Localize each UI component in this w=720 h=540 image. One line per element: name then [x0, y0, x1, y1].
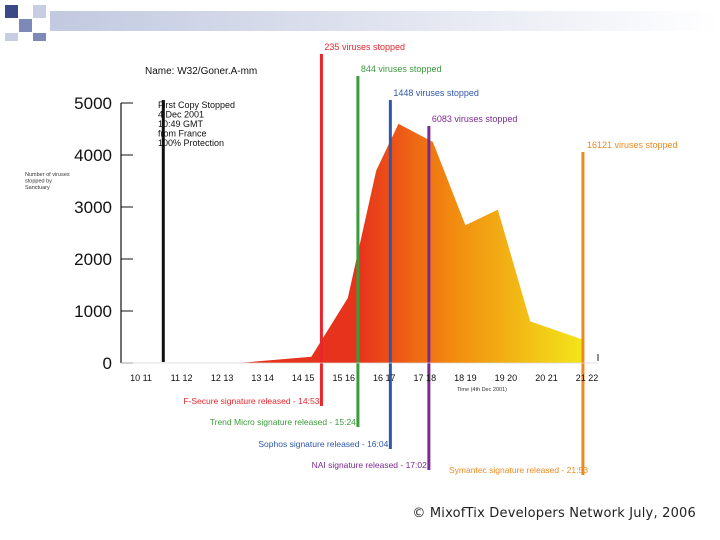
x-tick-label: 21 22	[576, 373, 599, 383]
release-count-label: 235 viruses stopped	[324, 42, 405, 52]
x-tick-label: 20 21	[535, 373, 558, 383]
y-axis-title: Number of viruses stopped by Sanctuary	[25, 172, 70, 191]
release-markers: 235 viruses stopped F-Secure signature re…	[183, 42, 678, 475]
y-axis: 5000 4000 3000 2000 1000 0 Number of viruses st…	[25, 94, 133, 373]
x-tick-label: 14 15	[292, 373, 315, 383]
virus-area	[238, 123, 583, 363]
x-tick-label: 15 16	[332, 373, 355, 383]
header-square	[19, 19, 32, 32]
x-tick-label: 13 14	[251, 373, 274, 383]
x-tick-label: 12 13	[211, 373, 234, 383]
copyright-footer: © MixofTix Developers Network July, 2006	[412, 506, 696, 521]
release-signature-label: Symantec signature released - 21:53	[449, 465, 588, 475]
release-count-label: 6083 viruses stopped	[432, 114, 518, 124]
y-tick-label: 5000	[74, 94, 112, 113]
release-count-label: 1448 viruses stopped	[393, 88, 479, 98]
release-count-label: 16121 viruses stopped	[587, 140, 678, 150]
header-square	[33, 5, 46, 18]
x-tick-label: 17 18	[414, 373, 437, 383]
virus-area-series	[238, 123, 583, 363]
x-axis-title: Time (4th Dec 2001)	[457, 387, 507, 393]
header-square	[5, 33, 18, 41]
release-signature-label: F-Secure signature released - 14:53	[183, 396, 319, 406]
y-tick-label: 2000	[74, 250, 112, 269]
release-signature-label: NAI signature released - 17:02	[312, 460, 428, 470]
release-signature-label: Sophos signature released - 16:04	[258, 439, 388, 449]
y-tick-label: 3000	[74, 198, 112, 217]
x-tick-label: 19 20	[495, 373, 518, 383]
header-square	[5, 5, 18, 18]
x-tick-label: 18 19	[454, 373, 477, 383]
y-tick-label: 4000	[74, 146, 112, 165]
x-tick-label: 10 11	[130, 373, 152, 383]
header-square	[33, 33, 46, 41]
first-copy-text: First Copy Stopped 4 Dec 2001 10:49 GMT fro…	[158, 100, 235, 148]
header-gradient-band	[50, 11, 720, 31]
virus-name-label: Name: W32/Goner.A-mm	[145, 66, 257, 77]
x-tick-label: 16 17	[373, 373, 396, 383]
first-copy-annotation: Name: W32/Goner.A-mm First Copy Stopped 4 …	[145, 66, 257, 362]
y-tick-label: 1000	[74, 302, 112, 321]
x-tick-label: 11 12	[171, 373, 193, 383]
x-axis: 10 11 11 12 12 13 13 14 14 15 15 16 16 17 17 18…	[121, 354, 599, 393]
slide-header	[5, 5, 720, 41]
virus-chart: 5000 4000 3000 2000 1000 0 Number of viruses st…	[25, 42, 678, 475]
release-signature-label: Trend Micro signature released - 15:24	[210, 417, 356, 427]
release-count-label: 844 viruses stopped	[361, 64, 442, 74]
y-tick-label: 0	[103, 354, 112, 373]
